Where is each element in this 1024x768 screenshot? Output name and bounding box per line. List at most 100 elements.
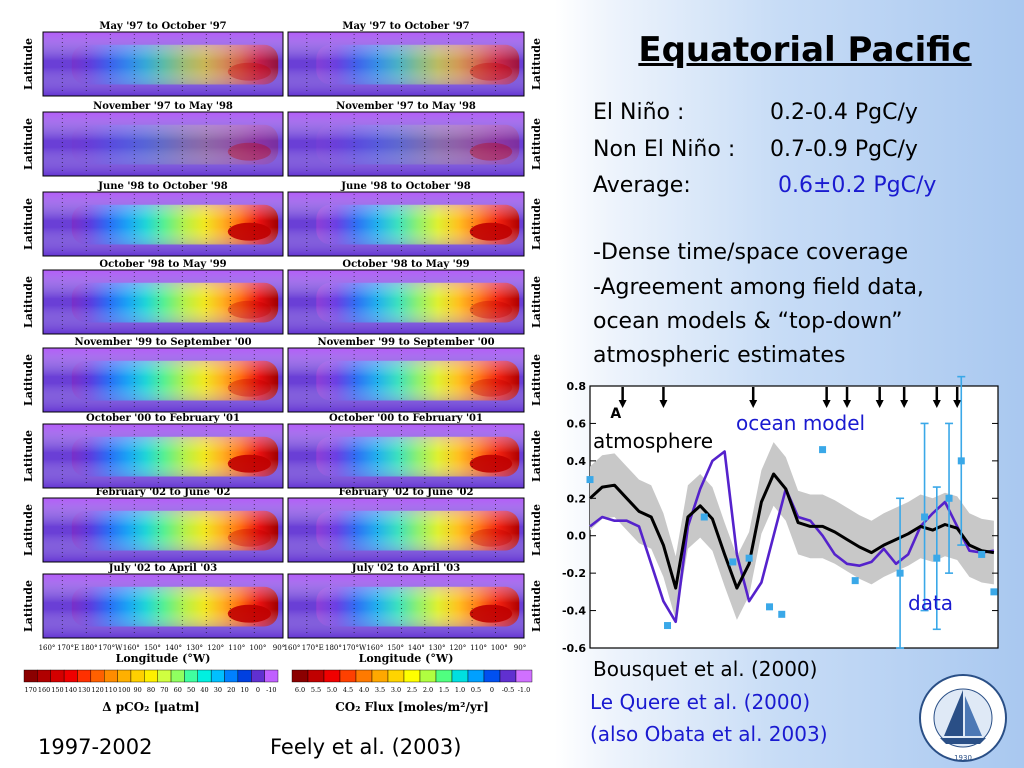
map-hotspot [469,222,513,241]
atmosphere-uncertainty-band [590,442,994,620]
flux-scale-tick: 3.0 [391,686,401,694]
y-tick-label: 0.2 [567,492,587,505]
map-axis-latitude-right: Latitude [530,38,543,90]
flux-scale-tick: -0.5 [502,686,515,694]
legend-ocean-model: ocean model [736,411,865,435]
stat-label-el-nino: El Niño : [593,100,685,125]
map-period-label: October '00 to February '01 [86,413,240,424]
map-panel: February '02 to June '02 [287,487,525,563]
map-period-label: October '98 to May '99 [342,259,469,270]
pco2-scale-tick: -10 [266,686,276,694]
map-period-label: June '98 to October '98 [97,181,228,192]
map-period-label: November '97 to May '98 [93,101,233,112]
map-lon-tick: 120° [449,644,466,652]
flux-scale-tick: 5.0 [327,686,337,694]
map-axis-latitude-right: Latitude [530,430,543,482]
pco2-flux-maps: May '97 to October '97 May '97 to October… [22,21,543,714]
map-axis-latitude-left: Latitude [22,580,35,632]
map-hotspot [469,300,513,319]
citation-bousquet: Bousquet et al. (2000) [593,657,818,681]
map-hotspot [227,454,271,473]
map-frame [42,497,284,563]
pco2-scale-tick: 90 [133,686,141,694]
map-frame [287,191,525,257]
pco2-scale-tick: 120 [91,686,103,694]
map-axis-latitude-right: Latitude [530,580,543,632]
map-hotspot [469,528,513,547]
bullet-atmospheric: atmospheric estimates [593,343,846,368]
map-axis-longitude: Longitude (°W) [359,652,454,665]
map-lon-tick: 90° [514,644,526,652]
data-point [851,577,859,585]
bullet-agreement: -Agreement among field data, [593,275,924,300]
data-point [933,554,941,562]
map-panel: July '02 to April '03 [287,563,525,639]
map-panel: November '97 to May '98 [42,101,284,177]
whoi-logo: 1930 [919,674,1007,762]
map-period-label: November '97 to May '98 [336,101,476,112]
event-arrow-head [843,400,852,408]
map-frame [287,31,525,97]
pco2-scale-tick: 140 [65,686,77,694]
pco2-scale-swatch [264,669,279,683]
panel-label: A [610,406,621,422]
map-hotspot [227,62,271,81]
pco2-scale-tick: 20 [227,686,235,694]
map-frame [287,573,525,639]
event-arrow-head [822,400,831,408]
data-point [766,603,774,611]
data-point [921,513,929,521]
map-period-label: February '02 to June '02 [339,487,474,498]
map-hotspot [227,604,271,623]
map-lon-tick: 180° [325,644,342,652]
map-period-label: November '99 to September '00 [74,337,251,348]
flux-scale-swatch [515,669,533,683]
map-lon-tick: 140° [408,644,425,652]
map-frame [287,347,525,413]
y-tick-label: 0.8 [567,380,587,393]
map-lat-shade [288,348,524,412]
pco2-scale-tick: 160 [38,686,50,694]
event-arrow-head [953,400,962,408]
flux-scale-tick: 5.5 [311,686,321,694]
map-frame [42,573,284,639]
event-arrow-head [659,400,668,408]
map-lon-tick: 170°W [98,644,123,652]
map-lon-tick: 180° [81,644,98,652]
map-axis-latitude-left: Latitude [22,430,35,482]
data-point [778,610,786,618]
data-point [700,513,708,521]
pco2-scale-tick: 60 [174,686,182,694]
map-axis-latitude-left: Latitude [22,354,35,406]
map-period-label: May '97 to October '97 [342,21,469,32]
stat-label-non-el-nino: Non El Niño : [593,137,736,162]
stat-label-average: Average: [593,173,691,198]
y-tick-label: 0.6 [567,417,587,430]
y-tick-label: -0.2 [562,567,586,580]
map-period-label: July '02 to April '03 [351,563,460,574]
map-lat-shade [288,112,524,176]
map-frame [42,31,284,97]
atmosphere-line [588,472,995,590]
map-axis-latitude-right: Latitude [530,198,543,250]
pco2-scale-tick: 130 [78,686,90,694]
legend-data: data [908,591,953,615]
flux-scale-tick: 2.5 [407,686,417,694]
pco2-scale-tick: 150 [51,686,63,694]
stat-value-non-el-nino: 0.7-0.9 PgC/y [770,137,918,162]
flux-scale-tick: 4.0 [359,686,369,694]
pco2-scale-tick: 80 [147,686,155,694]
map-panel: October '00 to February '01 [287,413,525,489]
map-hotspot [469,62,513,81]
map-lon-tick: 100° [491,644,508,652]
flux-scale-tick: -1.0 [518,686,531,694]
map-frame [42,111,284,177]
map-lat-shade [43,112,283,176]
data-point [586,476,594,484]
map-panel: June '98 to October '98 [287,181,525,257]
pco2-scale-tick: 50 [187,686,195,694]
citation-lequere: Le Quere et al. (2000) [590,690,811,714]
stat-value-el-nino: 0.2-0.4 PgC/y [770,100,918,125]
pco2-scale-tick: 70 [160,686,168,694]
map-axis-latitude-right: Latitude [530,118,543,170]
